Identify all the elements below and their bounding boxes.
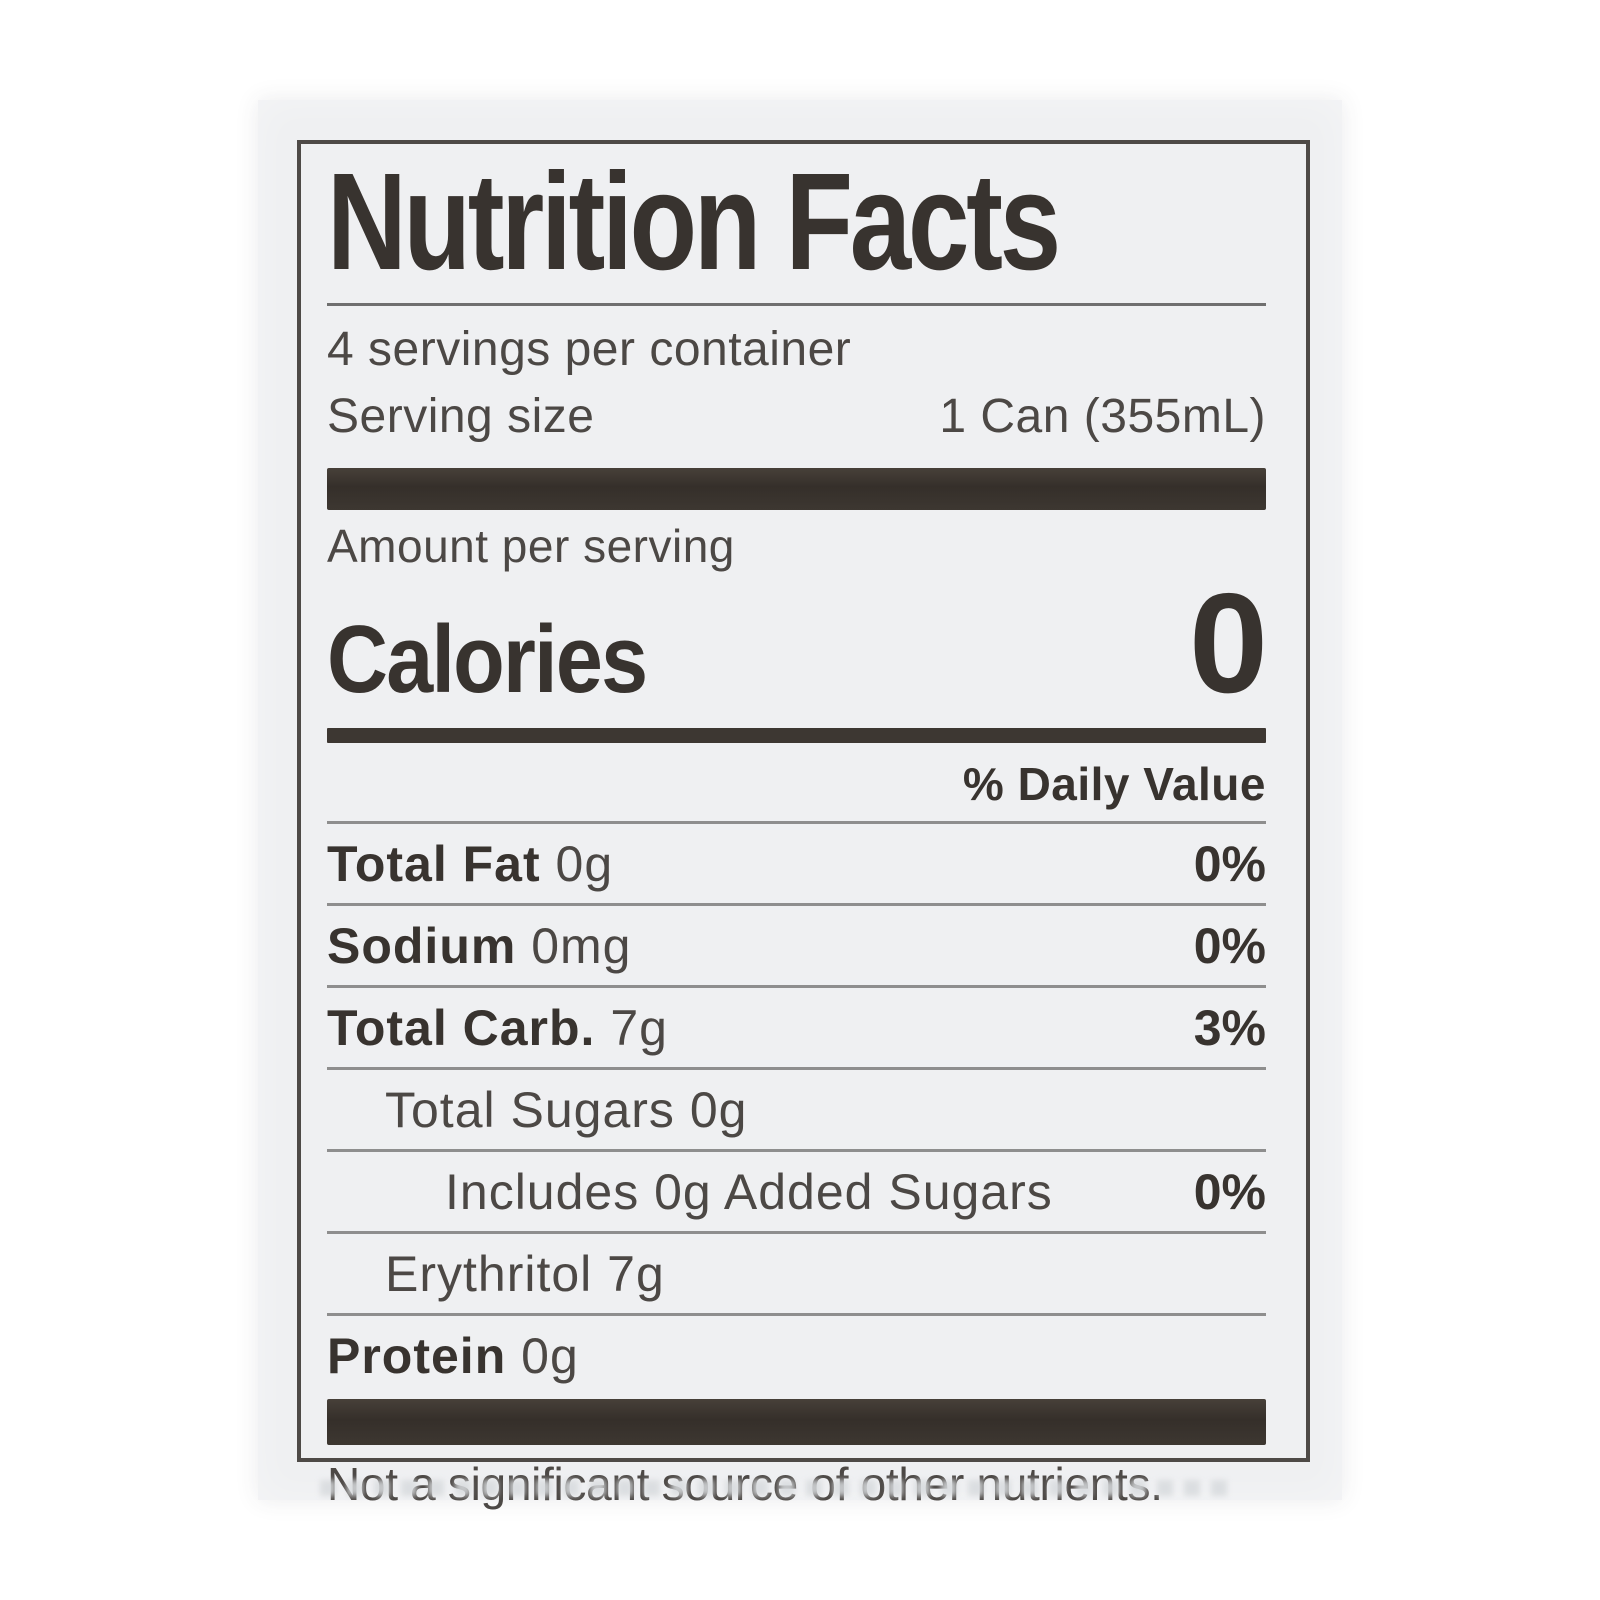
serving-size-value: 1 Can (355mL) [939,389,1266,443]
nutrient-text: Total Sugars 0g [385,1083,747,1138]
nutrient-row: Total Sugars 0g [327,1067,1266,1149]
thick-divider-bar-top [327,468,1266,511]
daily-value-percent: 0% [1193,836,1266,893]
servings-per-container: 4 servings per container [327,322,852,376]
nutrient-amount: 0mg [531,918,632,975]
daily-value-percent: 0% [1193,918,1266,975]
nutrient-text: Total Fat 0g [327,837,613,892]
nutrient-name: Total Fat [327,836,556,893]
nutrient-name: Sodium [327,918,532,975]
ghost-text-strip [320,1480,1238,1496]
nutrition-facts-title: Nutrition Facts [327,145,1061,299]
nutrient-amount: Includes 0g Added Sugars [445,1164,1053,1221]
nutrient-name: Protein [327,1328,522,1385]
calories-value: 0 [1189,564,1268,724]
nutrient-amount: 0g [521,1328,579,1385]
nutrient-text: Total Carb. 7g [327,1001,668,1056]
nutrient-row: Protein 0g [327,1313,1266,1395]
nutrient-amount: 0g [555,836,614,893]
nutrient-row: Sodium 0mg 0% [327,903,1266,985]
nutrient-amount: Total Sugars 0g [385,1082,748,1139]
nutrition-facts-panel: Nutrition Facts 4 servings per container… [297,140,1310,1510]
nutrient-rows: Total Fat 0g 0% Sodium 0mg 0% Total Carb… [327,821,1266,1395]
calories-label: Calories [327,606,648,714]
nutrient-row: Total Carb. 7g 3% [327,985,1266,1067]
nutrient-amount: Erythritol 7g [385,1246,665,1303]
medium-divider-bar [327,728,1266,744]
nutrient-row: Total Fat 0g 0% [327,821,1266,903]
nutrient-text: Sodium 0mg [327,919,631,974]
daily-value-header: % Daily Value [962,758,1266,811]
calories-row: Calories 0 [327,564,1268,724]
nutrient-name: Total Carb. [327,1000,611,1057]
serving-size-row: Serving size 1 Can (355mL) [327,389,1266,444]
daily-value-percent: 0% [1193,1164,1266,1221]
nutrient-text: Protein 0g [327,1329,579,1384]
label-paper: Nutrition Facts 4 servings per container… [258,100,1342,1510]
amount-per-serving-label: Amount per serving [327,520,735,573]
nutrient-text: Erythritol 7g [385,1247,665,1302]
nutrient-amount: 7g [610,1000,668,1057]
nutrient-row: Includes 0g Added Sugars 0% [327,1149,1266,1231]
serving-size-label: Serving size [327,389,595,443]
title-divider [327,302,1266,306]
daily-value-percent: 3% [1193,1000,1266,1057]
thick-divider-bar-bottom [327,1399,1266,1446]
nutrient-text: Includes 0g Added Sugars [445,1165,1053,1220]
nutrient-row: Erythritol 7g [327,1231,1266,1313]
